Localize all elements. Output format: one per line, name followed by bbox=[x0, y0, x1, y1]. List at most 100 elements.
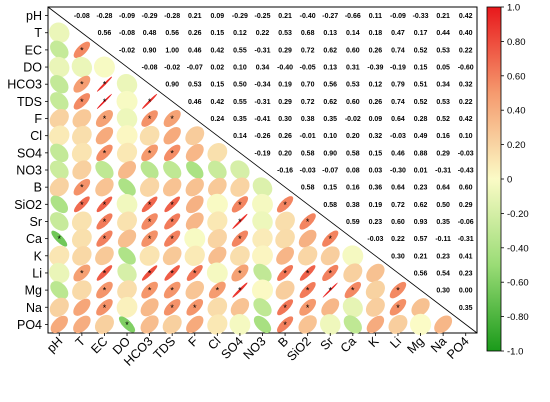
coefficient-label: -0.08 bbox=[119, 30, 135, 37]
coefficient-label: 0.58 bbox=[323, 202, 337, 209]
correlation-ellipse bbox=[49, 177, 69, 197]
coefficient-label: 0.42 bbox=[459, 116, 473, 123]
coefficient-label: 0.42 bbox=[459, 13, 473, 20]
correlation-ellipse bbox=[93, 56, 115, 78]
correlation-ellipse bbox=[96, 76, 112, 92]
significance-marker: * bbox=[170, 286, 174, 296]
correlation-ellipse bbox=[162, 314, 182, 334]
significance-marker: * bbox=[328, 234, 332, 244]
correlation-ellipse bbox=[116, 296, 138, 318]
coefficient-label: 0.15 bbox=[211, 30, 225, 37]
coefficient-label: 0.36 bbox=[369, 185, 383, 192]
significance-marker: * bbox=[193, 303, 197, 313]
correlation-ellipse bbox=[141, 144, 158, 162]
correlation-ellipse bbox=[162, 177, 182, 197]
coefficient-label: -0.31 bbox=[255, 99, 271, 106]
coefficient-label: 0.19 bbox=[369, 202, 383, 209]
coefficient-label: 0.64 bbox=[436, 185, 450, 192]
correlation-ellipse bbox=[186, 161, 204, 179]
coefficient-label: 0.21 bbox=[436, 13, 450, 20]
coefficient-label: 0.53 bbox=[188, 82, 202, 89]
correlation-ellipse bbox=[49, 212, 69, 231]
coefficient-label: 0.74 bbox=[391, 99, 405, 106]
correlation-ellipse bbox=[275, 211, 295, 232]
x-axis-label: F bbox=[186, 334, 202, 350]
correlation-ellipse bbox=[116, 108, 138, 129]
coefficient-label: 0.28 bbox=[414, 116, 428, 123]
correlation-ellipse bbox=[230, 160, 250, 180]
correlation-ellipse bbox=[276, 316, 294, 333]
y-axis-label: T bbox=[34, 26, 42, 40]
correlation-ellipse bbox=[142, 93, 158, 109]
significance-marker: * bbox=[103, 97, 107, 107]
correlation-ellipse bbox=[139, 177, 160, 197]
coefficient-label: 0.10 bbox=[459, 133, 473, 140]
correlation-ellipse bbox=[116, 90, 138, 112]
coefficient-label: 0.30 bbox=[436, 288, 450, 295]
correlation-ellipse bbox=[185, 280, 205, 300]
diagonal-line bbox=[47, 6, 478, 334]
coefficient-label: -0.39 bbox=[367, 65, 383, 72]
significance-marker: * bbox=[103, 114, 107, 124]
coefficient-label: 1.00 bbox=[165, 47, 179, 54]
coefficient-label: -0.28 bbox=[164, 13, 180, 20]
coefficient-label: -0.29 bbox=[142, 13, 158, 20]
correlation-ellipse bbox=[230, 298, 250, 317]
correlation-ellipse bbox=[117, 211, 137, 232]
significance-marker: * bbox=[283, 320, 287, 330]
correlation-ellipse bbox=[231, 196, 249, 213]
x-axis-label: TDS bbox=[151, 334, 179, 362]
coefficient-label: -0.11 bbox=[435, 236, 451, 243]
x-axis-label: SO4 bbox=[218, 334, 246, 362]
coefficient-label: 0.52 bbox=[436, 116, 450, 123]
coefficient-label: 0.52 bbox=[414, 99, 428, 106]
significance-marker: * bbox=[103, 217, 107, 227]
coefficient-label: 0.15 bbox=[323, 185, 337, 192]
correlation-ellipse bbox=[49, 160, 69, 180]
matrix-cells: -0.08 -0.28 -0.09 -0.29 -0.28 0.21 0.09 -0.29 -0… bbox=[49, 13, 474, 336]
coefficient-label: 0.22 bbox=[391, 236, 405, 243]
coefficient-label: 0.53 bbox=[278, 30, 292, 37]
correlation-ellipse bbox=[49, 297, 69, 317]
correlation-ellipse bbox=[73, 93, 91, 110]
correlation-ellipse bbox=[298, 229, 317, 248]
significance-marker: * bbox=[283, 200, 287, 210]
coefficient-label: 0.90 bbox=[165, 82, 179, 89]
significance-marker: * bbox=[238, 234, 242, 244]
coefficient-label: -0.26 bbox=[255, 133, 271, 140]
coefficient-label: -0.66 bbox=[345, 13, 361, 20]
correlation-ellipse bbox=[253, 298, 272, 317]
coefficient-label: 0.17 bbox=[414, 30, 428, 37]
correlation-ellipse bbox=[388, 314, 408, 334]
y-axis-label: pH bbox=[26, 9, 42, 23]
coefficient-label: -0.16 bbox=[277, 168, 293, 175]
correlation-ellipse bbox=[141, 110, 158, 127]
coefficient-label: 0.56 bbox=[323, 82, 337, 89]
coefficient-label: 0.16 bbox=[346, 185, 360, 192]
y-axis-label: SO4 bbox=[17, 146, 42, 160]
coefficient-label: 0.44 bbox=[436, 30, 450, 37]
significance-marker: * bbox=[80, 80, 84, 90]
correlation-ellipse bbox=[71, 211, 92, 232]
coefficient-label: 0.54 bbox=[436, 270, 450, 277]
coefficient-label: 0.29 bbox=[459, 202, 473, 209]
correlation-ellipse bbox=[117, 280, 137, 300]
correlation-ellipse bbox=[342, 245, 364, 267]
coefficient-label: -0.03 bbox=[390, 133, 406, 140]
coefficient-label: 0.12 bbox=[233, 30, 247, 37]
x-axis-label: Sr bbox=[318, 334, 337, 353]
coefficient-label: 0.42 bbox=[211, 99, 225, 106]
coefficient-label: 0.90 bbox=[323, 150, 337, 157]
coefficient-label: -0.33 bbox=[413, 13, 429, 20]
coefficient-label: 0.08 bbox=[346, 168, 360, 175]
correlation-ellipse bbox=[96, 298, 113, 316]
coefficient-label: 0.29 bbox=[278, 99, 292, 106]
significance-marker: * bbox=[170, 114, 174, 124]
correlation-ellipse bbox=[299, 298, 317, 316]
significance-marker: * bbox=[193, 268, 197, 278]
correlation-ellipse bbox=[139, 125, 160, 146]
coefficient-label: 0.51 bbox=[414, 82, 428, 89]
correlation-ellipse bbox=[73, 298, 91, 316]
significance-marker: * bbox=[103, 303, 107, 313]
